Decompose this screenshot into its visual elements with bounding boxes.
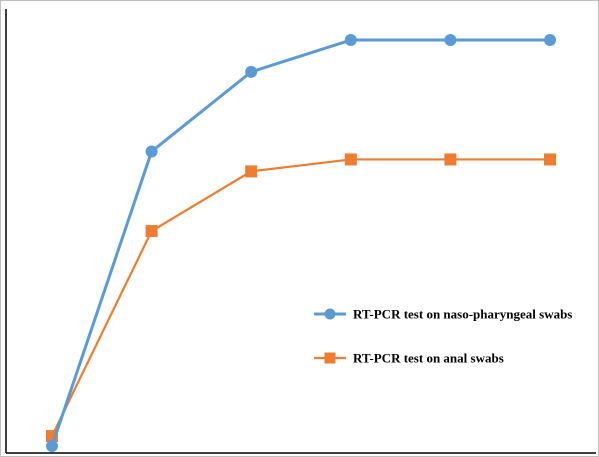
data-point-naso-pharyngeal-6 (544, 34, 556, 47)
data-point-anal-6 (544, 153, 556, 166)
legend-label-anal: RT-PCR test on anal swabs (353, 351, 504, 366)
data-point-naso-pharyngeal-1 (46, 440, 58, 452)
data-point-anal-3 (245, 165, 258, 178)
legend-label-naso-pharyngeal: RT-PCR test on naso-pharyngeal swabs (353, 307, 572, 322)
data-point-anal-2 (145, 225, 158, 238)
data-point-naso-pharyngeal-4 (344, 34, 357, 47)
series-line-naso-pharyngeal (50, 38, 550, 447)
legend-marker-naso-pharyngeal (324, 308, 336, 320)
data-point-anal-4 (344, 153, 357, 166)
legend-marker-anal (324, 352, 336, 364)
series-line-anal (51, 158, 550, 437)
series-layer (46, 34, 556, 452)
data-point-naso-pharyngeal-2 (145, 145, 158, 158)
data-point-anal-5 (444, 153, 457, 166)
data-point-naso-pharyngeal-3 (245, 65, 258, 78)
data-point-naso-pharyngeal-5 (444, 34, 457, 47)
legend: RT-PCR test on naso-pharyngeal swabs RT-P… (314, 307, 572, 366)
